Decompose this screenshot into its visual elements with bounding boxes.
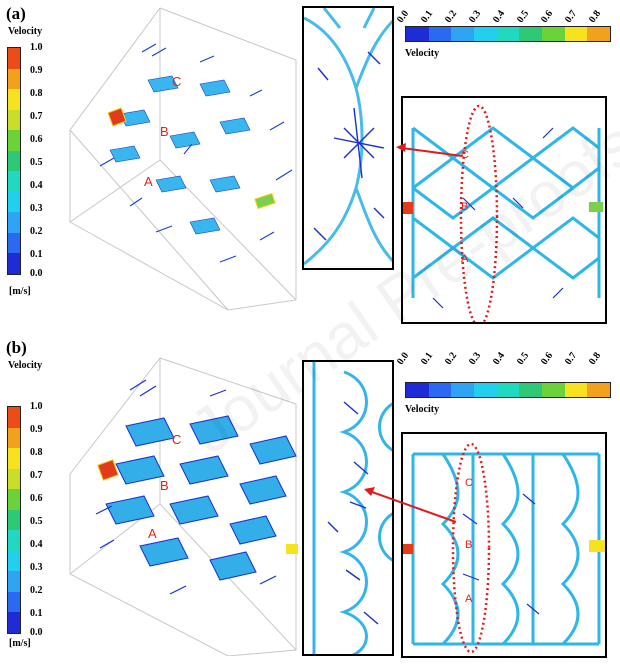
colorbar-title: Velocity: [8, 26, 43, 37]
panel-label: (a): [6, 4, 26, 23]
colorbar-tick: 0.6: [30, 134, 43, 145]
colorbar-tick: 0.1: [30, 249, 43, 260]
point-marker: B: [465, 539, 472, 551]
point-marker: B: [160, 478, 169, 493]
point-marker: B: [461, 201, 468, 213]
3d-velocity-vector-view: C B A: [69, 357, 298, 656]
colorbar-unit: [m/s]: [9, 638, 31, 649]
colorbar-tick: 0.1: [418, 350, 436, 367]
point-marker: A: [144, 174, 153, 189]
colorbar-tick: 0.5: [514, 350, 532, 367]
horizontal-colorbar-ticks: 0.0 0.1 0.2 0.3 0.4 0.5 0.6 0.7 0.8: [395, 346, 620, 368]
colorbar-title: Velocity: [8, 360, 43, 371]
colorbar-tick: 0.2: [442, 8, 460, 25]
zoom-inset: [302, 360, 394, 656]
colorbar-tick: 0.7: [30, 470, 43, 481]
colorbar-tick: 0.3: [466, 8, 484, 25]
colorbar-tick: 0.7: [562, 8, 580, 25]
colorbar-tick: 0.6: [538, 8, 556, 25]
horizontal-colorbar: [405, 382, 611, 398]
colorbar-tick: 0.8: [586, 8, 604, 25]
point-marker: A: [148, 526, 157, 541]
point-marker: C: [461, 149, 469, 161]
horizontal-colorbar-ticks: 0.0 0.1 0.2 0.3 0.4 0.5 0.6 0.7 0.8: [395, 4, 620, 26]
point-marker: A: [461, 253, 469, 265]
vertical-colorbar: [7, 406, 21, 634]
horizontal-colorbar-title: Velocity: [405, 48, 440, 59]
zoom-arrow: [364, 487, 457, 523]
colorbar-tick: 0.2: [30, 585, 43, 596]
colorbar-tick: 0.7: [562, 350, 580, 367]
colorbar-tick: 0.4: [30, 539, 43, 550]
colorbar-tick: 0.0: [394, 350, 412, 367]
colorbar-tick: 0.8: [586, 350, 604, 367]
vertical-colorbar: [7, 47, 21, 275]
3d-velocity-vector-view: C B A: [69, 7, 297, 311]
colorbar-tick: 0.5: [30, 157, 43, 168]
colorbar-tick: 0.8: [30, 88, 43, 99]
point-marker: B: [160, 124, 169, 139]
colorbar-tick: 0.2: [30, 226, 43, 237]
colorbar-tick: 1.0: [30, 42, 43, 53]
colorbar-tick: 0.1: [30, 608, 43, 619]
colorbar-tick: 0.1: [418, 8, 436, 25]
colorbar-tick: 0.3: [30, 203, 43, 214]
colorbar-tick: 0.9: [30, 424, 43, 435]
panel-label: (b): [6, 338, 27, 357]
colorbar-tick: 0.7: [30, 111, 43, 122]
colorbar-tick: 0.0: [30, 268, 43, 279]
colorbar-tick: 0.6: [30, 493, 43, 504]
colorbar-tick: 1.0: [30, 401, 43, 412]
colorbar-tick: 0.5: [514, 8, 532, 25]
zoom-inset: [302, 6, 394, 270]
point-marker: C: [172, 74, 181, 89]
colorbar-tick: 0.4: [490, 350, 508, 367]
panel-b: (b) Velocity 1.0 0.9 0.8 0.7 0.6 0.5 0.4…: [0, 334, 620, 668]
horizontal-colorbar-title: Velocity: [405, 404, 440, 415]
colorbar-tick: 0.3: [466, 350, 484, 367]
colorbar-tick: 0.9: [30, 65, 43, 76]
colorbar-tick: 0.2: [442, 350, 460, 367]
point-marker: A: [465, 593, 473, 605]
colorbar-tick: 0.6: [538, 350, 556, 367]
network-view: C B A: [401, 432, 607, 658]
colorbar-tick: 0.4: [30, 180, 43, 191]
colorbar-tick: 0.3: [30, 562, 43, 573]
network-view: C B A: [401, 96, 607, 324]
colorbar-tick: 0.0: [394, 8, 412, 25]
panel-a: (a) Velocity 1.0 0.9 0.8 0.7 0.6 0.5 0.4…: [6, 4, 620, 324]
point-marker: C: [465, 477, 473, 489]
horizontal-colorbar: [405, 26, 611, 42]
colorbar-tick: 0.5: [30, 516, 43, 527]
colorbar-tick: 0.4: [490, 8, 508, 25]
colorbar-tick: 0.0: [30, 627, 43, 638]
colorbar-unit: [m/s]: [9, 286, 31, 297]
point-marker: C: [172, 432, 181, 447]
colorbar-tick: 0.8: [30, 447, 43, 458]
zoom-arrow: [396, 143, 463, 157]
